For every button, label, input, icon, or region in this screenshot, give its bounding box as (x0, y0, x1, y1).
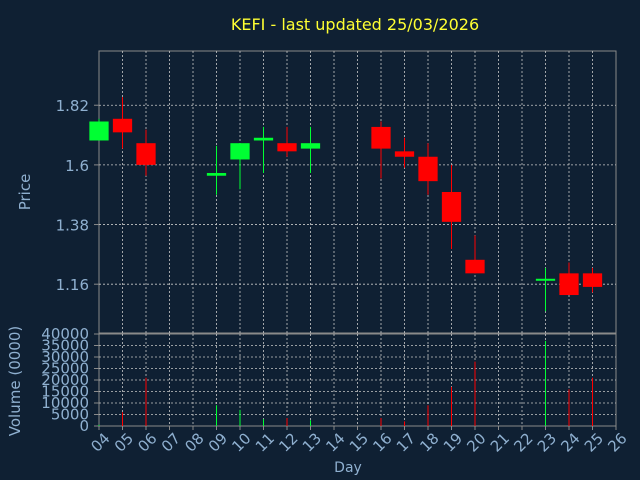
candle (582, 267, 603, 293)
candle (535, 267, 556, 312)
candle-body (300, 143, 321, 149)
candle-body (582, 273, 603, 287)
candle (230, 143, 250, 190)
price-y-tick-label: 1.16 (56, 276, 89, 294)
candle (418, 143, 438, 195)
price-panel: 1.16 1.38 1.6 1.82 Price (16, 50, 617, 334)
candle (277, 126, 297, 157)
candle-body (206, 173, 227, 176)
price-y-tick-label: 1.6 (65, 157, 89, 175)
candle-body (535, 278, 556, 281)
volume-y-tick-label: 0 (79, 417, 89, 435)
price-y-tick-label: 1.82 (56, 97, 89, 115)
candle (441, 164, 462, 249)
chart-title: KEFI - last updated 25/03/2026 (231, 15, 479, 34)
candle-body (230, 143, 250, 160)
candle (89, 118, 109, 141)
candle (371, 121, 391, 179)
volume-y-axis-label: Volume (0000) (6, 326, 24, 436)
volume-y-tick-label: 20000 (41, 371, 89, 389)
candle (136, 129, 156, 176)
candle-body (465, 259, 485, 274)
price-y-tick-label: 1.38 (56, 217, 89, 235)
candle-body (112, 118, 133, 133)
volume-y-tick-label: 25000 (41, 360, 89, 378)
candle-body (253, 137, 274, 141)
volume-y-tick-label: 30000 (41, 348, 89, 366)
volume-y-tick-label: 10000 (41, 394, 89, 412)
candle (206, 145, 227, 195)
candle (559, 262, 579, 296)
volume-bars (98, 340, 593, 426)
candle (112, 97, 133, 149)
candle (465, 235, 485, 274)
volume-y-tick-label: 40000 (41, 325, 89, 343)
candle-body (371, 126, 391, 149)
candle (253, 126, 274, 174)
price-y-axis-label: Price (16, 174, 34, 211)
volume-y-tick-label: 35000 (41, 337, 89, 355)
price-y-tick-labels: 1.16 1.38 1.6 1.82 (56, 97, 99, 294)
candle-body (394, 151, 415, 157)
candle-body (441, 192, 462, 222)
volume-y-tick-label: 5000 (51, 406, 89, 424)
candle-body (277, 143, 297, 152)
candle-body (559, 273, 579, 296)
candles (89, 97, 603, 312)
candle-body (136, 143, 156, 165)
candle (394, 137, 415, 168)
x-axis-label: Day (334, 460, 362, 476)
candle-body (418, 156, 438, 182)
candle (300, 126, 321, 174)
candle-body (89, 121, 109, 141)
volume-y-tick-label: 15000 (41, 383, 89, 401)
